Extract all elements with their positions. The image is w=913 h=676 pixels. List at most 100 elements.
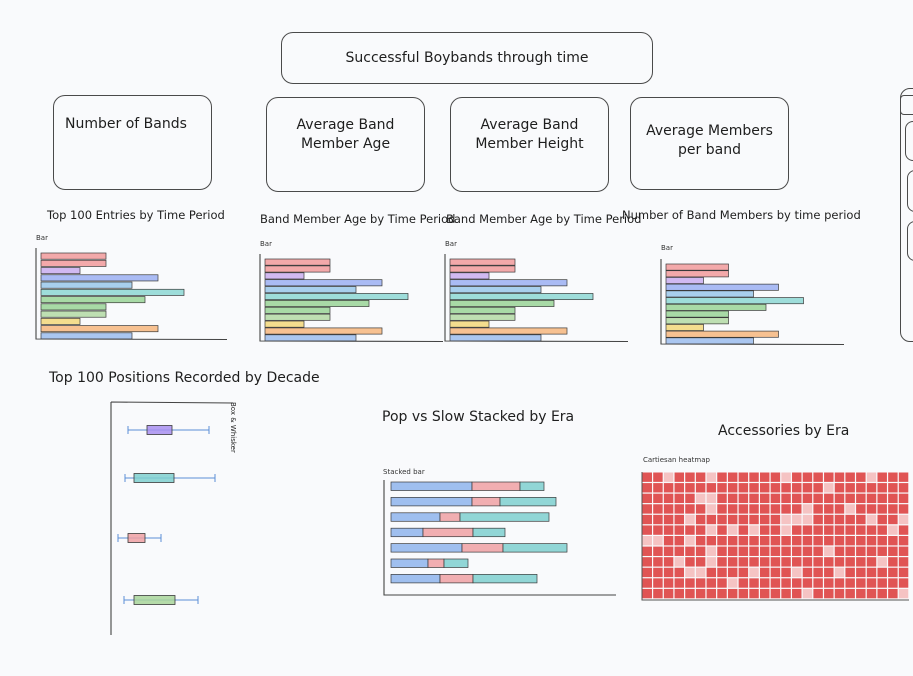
heatmap-cell	[834, 514, 845, 525]
bar	[40, 267, 81, 275]
heatmap-cell	[738, 472, 749, 482]
heatmap-cell	[866, 493, 877, 504]
side-panel-tab	[900, 95, 913, 115]
heatmap-cell	[813, 514, 823, 525]
stacked-bar-chart	[383, 480, 616, 596]
heatmap-cell	[866, 472, 877, 482]
heatmap-cell	[738, 578, 749, 588]
heatmap-cell	[653, 493, 663, 504]
heatmap-cell	[674, 588, 685, 599]
heatmap-cell	[717, 493, 727, 504]
heatmap-cell	[813, 557, 823, 567]
heatmap-cell	[685, 504, 695, 514]
heatmap-cell	[759, 504, 770, 514]
heatmap-cell	[802, 483, 813, 493]
side-panel-card	[907, 221, 913, 261]
heatmap-cell	[663, 514, 674, 525]
heatmap-cell	[663, 578, 674, 588]
chart-axis	[110, 401, 234, 635]
bar-chart-members-by-period	[660, 259, 845, 346]
heatmap-cell	[674, 546, 685, 556]
heatmap-cell	[898, 567, 909, 578]
heatmap-cell	[824, 525, 834, 535]
bar	[40, 325, 159, 333]
heatmap-cell	[888, 525, 898, 535]
heatmap-cell	[674, 567, 685, 578]
heatmap-cell	[781, 557, 791, 567]
heatmap-cell	[749, 493, 759, 504]
stacked-bar-segment	[390, 497, 473, 507]
heatmap-cell	[663, 493, 674, 504]
heatmap-cell	[877, 483, 887, 493]
heatmap-cell	[727, 472, 738, 482]
heatmap-cell	[695, 493, 706, 504]
heatmap-cell	[898, 514, 909, 525]
stacked-bar-segment	[519, 481, 545, 491]
heatmap-cell	[749, 483, 759, 493]
heatmap-cell	[856, 557, 866, 567]
heatmap-cell	[642, 578, 652, 588]
heatmap-cell	[663, 525, 674, 535]
chart-axis	[641, 472, 909, 601]
heatmap-cell	[706, 514, 717, 525]
heatmap-cell	[770, 567, 781, 578]
heatmap-cell	[877, 588, 887, 599]
heatmap-cell	[866, 578, 877, 588]
heatmap-cell	[845, 504, 855, 514]
heatmap-cell	[802, 567, 813, 578]
heatmap-cell	[706, 588, 717, 599]
heatmap-cell	[877, 546, 887, 556]
bar	[40, 303, 107, 311]
bar	[40, 252, 107, 260]
heatmap-cell	[674, 483, 685, 493]
chart-title-member-age-2: Band Member Age by Time Period	[446, 212, 642, 226]
heatmap-cell	[866, 546, 877, 556]
heatmap-cell	[770, 514, 781, 525]
heatmap-cell	[717, 557, 727, 567]
heatmap-cell	[695, 504, 706, 514]
heatmap-cell	[717, 567, 727, 578]
bar-chart-tag: Bar	[260, 240, 272, 248]
heatmap-cell	[642, 588, 652, 599]
bar	[449, 293, 594, 301]
stacked-bar-segment	[390, 512, 441, 522]
heatmap-cell	[845, 493, 855, 504]
heatmap-cell	[738, 546, 749, 556]
heatmap-cell	[717, 588, 727, 599]
heatmap-cell	[685, 546, 695, 556]
heatmap-cell	[802, 504, 813, 514]
heatmap-cell	[674, 536, 685, 546]
bar	[264, 265, 331, 273]
heatmap-cell	[653, 588, 663, 599]
bar	[40, 259, 107, 267]
bar	[449, 306, 516, 314]
heatmap-cell	[727, 514, 738, 525]
stacked-bar-segment	[472, 527, 506, 538]
heatmap-cell	[888, 504, 898, 514]
heatmap-cell	[813, 483, 823, 493]
bar	[449, 272, 490, 280]
heatmap-cell	[653, 504, 663, 514]
heatmap-cell	[685, 483, 695, 493]
heatmap-cell	[706, 536, 717, 546]
bar	[665, 317, 729, 325]
heatmap-cell	[792, 557, 802, 567]
heatmap-cell	[727, 493, 738, 504]
bar	[665, 263, 729, 271]
chart-title-accessories-by-era: Accessories by Era	[718, 423, 850, 439]
heatmap-cell	[717, 546, 727, 556]
bar	[665, 290, 754, 298]
bar	[449, 327, 568, 335]
heatmap-cell	[663, 536, 674, 546]
heatmap-cell	[749, 525, 759, 535]
heatmap-cell	[802, 525, 813, 535]
heatmap-cell	[674, 504, 685, 514]
bar	[264, 293, 409, 301]
box	[127, 533, 146, 543]
heatmap-cell	[706, 567, 717, 578]
heatmap-cell	[845, 546, 855, 556]
chart-title-top100-positions: Top 100 Positions Recorded by Decade	[49, 370, 320, 386]
heatmap-cell	[717, 483, 727, 493]
bar-chart-member-age-1	[259, 254, 444, 343]
kpi-label-line2: Member Height	[475, 136, 584, 152]
